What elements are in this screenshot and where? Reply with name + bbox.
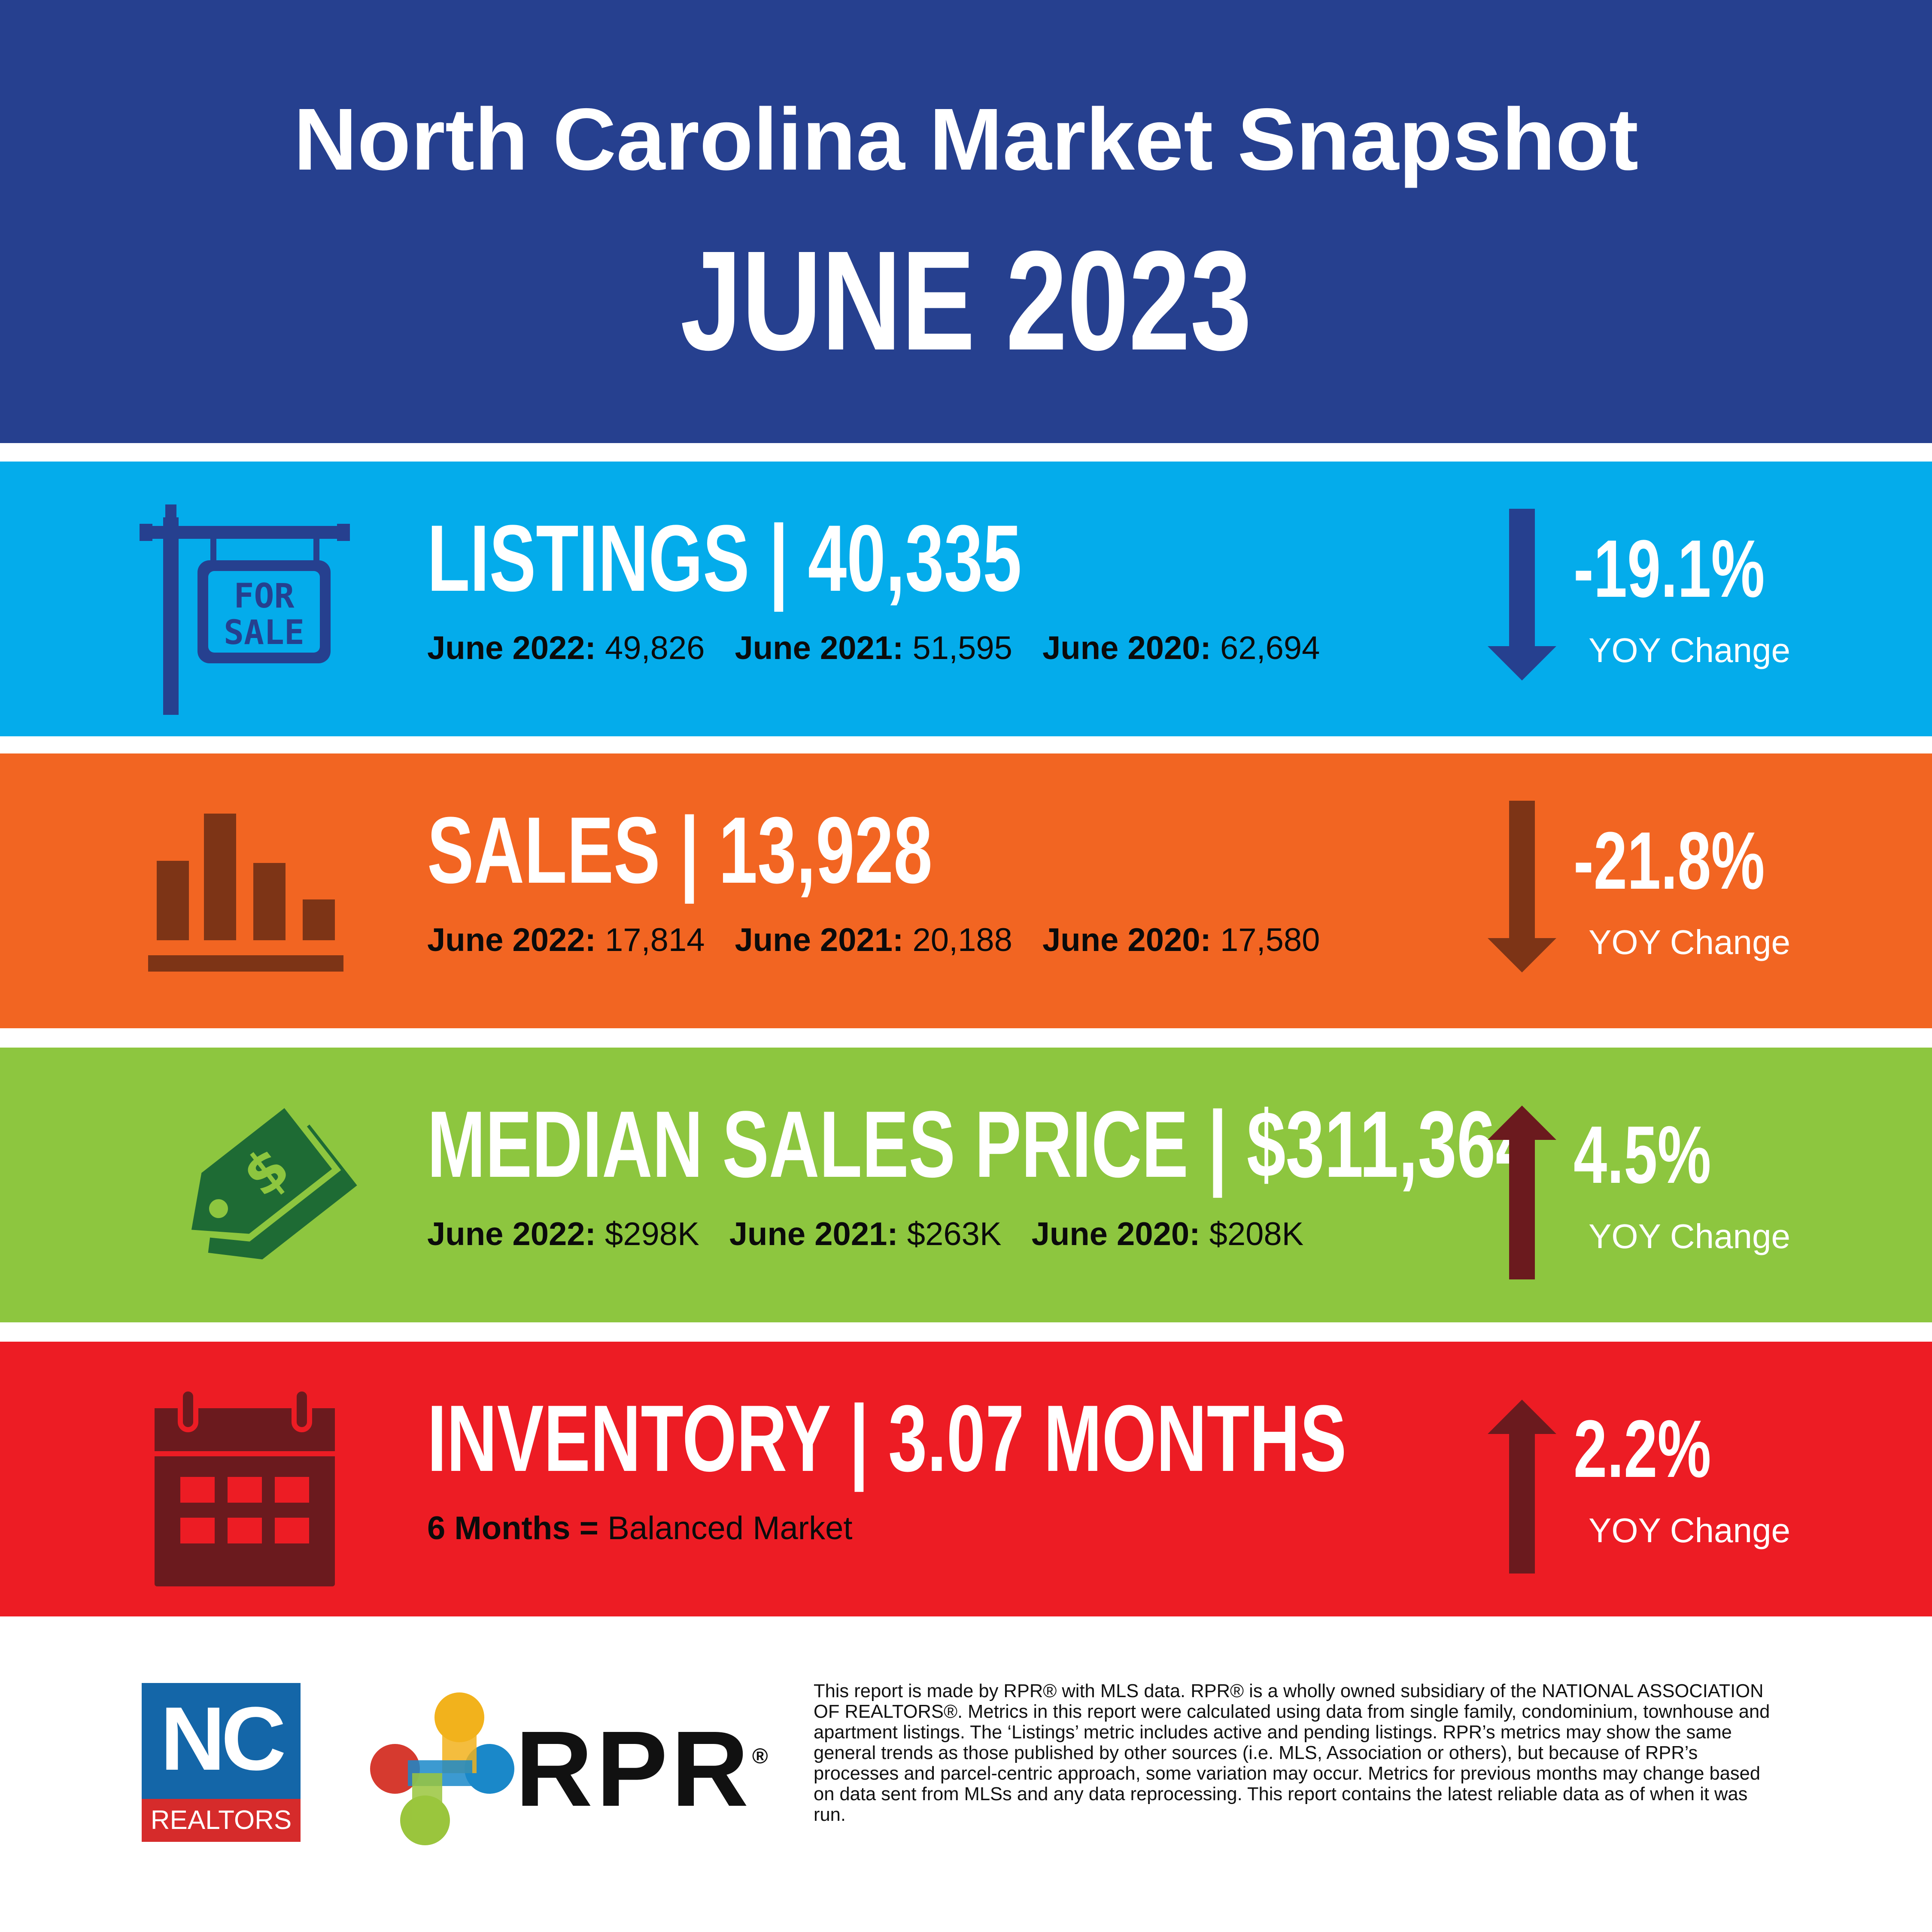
history-value: 51,595 — [903, 630, 1012, 666]
calendar-icon — [155, 1386, 335, 1586]
history-value: $298K — [595, 1216, 699, 1252]
listings-band: FOR SALE LISTINGS | 40,335 June 2022: 49… — [0, 462, 1932, 736]
rpr-logo-text: RPR® — [515, 1709, 772, 1829]
history-label: June 2020: — [1042, 630, 1211, 666]
median-price-yoy-percent: 4.5% — [1574, 1109, 1711, 1200]
price-tag-icon: $ — [185, 1099, 357, 1260]
report-date: JUNE 2023 — [680, 221, 1252, 380]
history-label: June 2021: — [735, 922, 904, 958]
history-label: June 2021: — [729, 1216, 898, 1252]
history-value: 49,826 — [595, 630, 705, 666]
nc-logo-subtext: REALTORS — [142, 1799, 301, 1842]
inventory-note-rest: Balanced Market — [598, 1510, 853, 1546]
rpr-logo-mark-icon — [370, 1692, 514, 1845]
for-sale-sign-icon: FOR SALE — [140, 504, 350, 715]
listings-yoy-label: YOY Change — [1589, 631, 1790, 669]
history-value: 17,814 — [595, 922, 705, 958]
page-title: North Carolina Market Snapshot — [293, 90, 1639, 188]
history-value: $263K — [898, 1216, 1002, 1252]
disclaimer-text: This report is made by RPR® with MLS dat… — [814, 1681, 1770, 1825]
inventory-band: INVENTORY | 3.07 MONTHS 6 Months = Balan… — [0, 1342, 1932, 1616]
history-label: June 2021: — [735, 630, 904, 666]
sales-history: June 2022: 17,814 June 2021: 20,188 June 2… — [427, 921, 1320, 960]
listings-headline: LISTINGS | 40,335 — [427, 505, 1022, 611]
sales-band: SALES | 13,928 June 2022: 17,814 June 202… — [0, 753, 1932, 1028]
inventory-yoy-percent: 2.2% — [1574, 1403, 1711, 1495]
history-value: 17,580 — [1211, 922, 1320, 958]
history-value: $208K — [1200, 1216, 1304, 1252]
median-price-band: $ MEDIAN SALES PRICE | $311,364 June 202… — [0, 1048, 1932, 1322]
down-arrow-icon — [1488, 801, 1556, 972]
footer-logos: NC REALTORS RPR® — [142, 1683, 786, 1855]
sales-yoy-percent: -21.8% — [1574, 815, 1765, 906]
inventory-note-bold: 6 Months = — [427, 1510, 599, 1546]
sign-text-sale: SALE — [224, 614, 304, 652]
header-banner: North Carolina Market Snapshot JUNE 2023 — [0, 0, 1932, 443]
median-price-headline: MEDIAN SALES PRICE | $311,364 — [427, 1091, 1534, 1197]
nc-logo-text: NC — [160, 1688, 286, 1789]
listings-history: June 2022: 49,826 June 2021: 51,595 June 2… — [427, 629, 1320, 668]
median-price-history: June 2022: $298K June 2021: $263K June 202… — [427, 1215, 1303, 1254]
inventory-note: 6 Months = Balanced Market — [427, 1509, 852, 1548]
median-price-yoy-label: YOY Change — [1589, 1217, 1790, 1255]
nc-realtors-logo: NC REALTORS — [142, 1683, 301, 1842]
history-label: June 2022: — [427, 922, 596, 958]
sales-yoy-label: YOY Change — [1589, 923, 1790, 961]
up-arrow-icon — [1488, 1106, 1556, 1279]
down-arrow-icon — [1488, 509, 1556, 680]
up-arrow-icon — [1488, 1400, 1556, 1574]
history-label: June 2020: — [1031, 1216, 1200, 1252]
history-value: 62,694 — [1211, 630, 1320, 666]
history-label: June 2020: — [1042, 922, 1211, 958]
inventory-yoy-label: YOY Change — [1589, 1511, 1790, 1549]
rpr-logo-letters: RPR — [515, 1709, 752, 1829]
listings-yoy-percent: -19.1% — [1574, 523, 1765, 614]
sign-text-for: FOR — [234, 577, 295, 616]
bar-chart-icon — [148, 814, 343, 972]
history-value: 20,188 — [903, 922, 1012, 958]
history-label: June 2022: — [427, 630, 596, 666]
inventory-headline: INVENTORY | 3.07 MONTHS — [427, 1385, 1347, 1491]
sales-headline: SALES | 13,928 — [427, 797, 933, 903]
history-label: June 2022: — [427, 1216, 596, 1252]
rpr-logo-registered: ® — [752, 1744, 772, 1768]
